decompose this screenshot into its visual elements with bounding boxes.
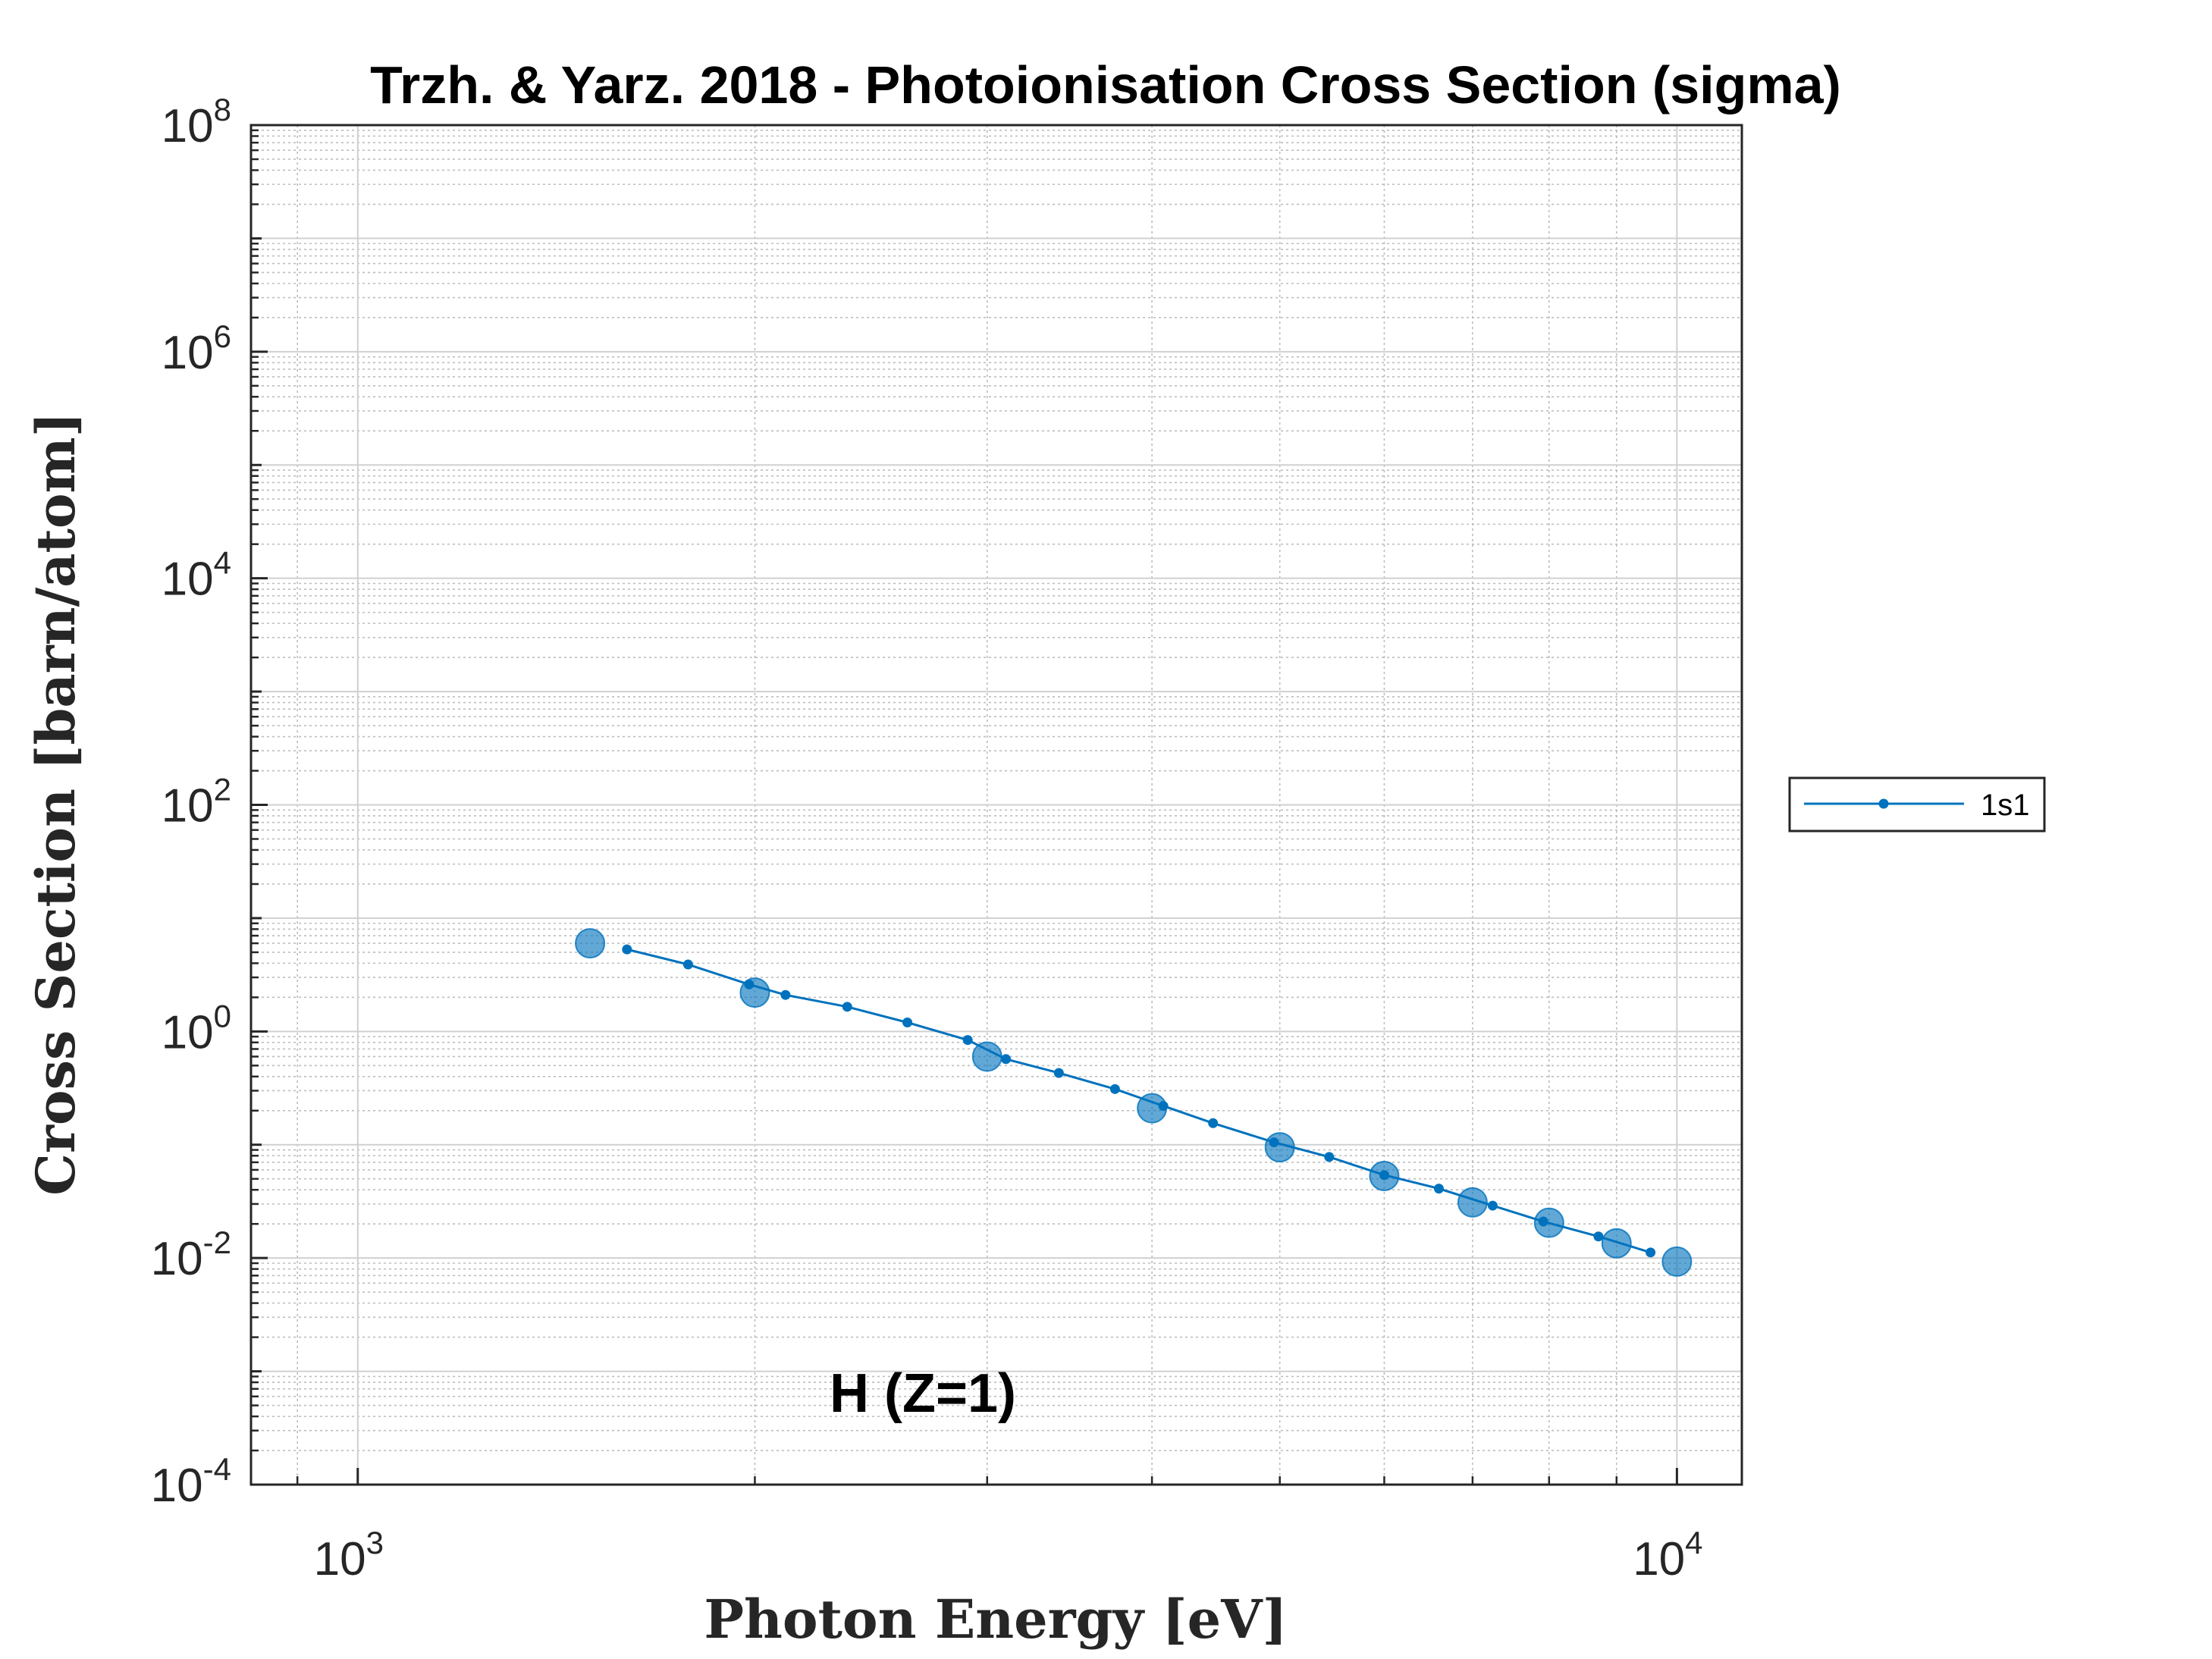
x-axis-label: Photon Energy [eV]: [704, 1588, 1287, 1651]
x-tick-labels: 103 104: [314, 1525, 1703, 1585]
series-1s1-point: [962, 1035, 973, 1046]
y-tick-label: 10-2: [151, 1225, 231, 1285]
series-1s1-point: [1109, 1084, 1120, 1094]
y-tick-label: 100: [162, 998, 231, 1058]
series-1s1-point: [1053, 1068, 1064, 1078]
y-tick-label: 102: [162, 772, 231, 833]
legend: 1s1: [1788, 776, 2046, 833]
series-1s1-point: [1487, 1200, 1498, 1211]
series-1s1-point: [1208, 1118, 1219, 1128]
y-tick-label: 10-4: [151, 1451, 231, 1512]
reference-marker: [1457, 1187, 1488, 1218]
series-1s1-point: [842, 1002, 852, 1012]
reference-marker: [1137, 1093, 1168, 1124]
chart-title: Trzh. & Yarz. 2018 - Photoionisation Cro…: [370, 55, 1841, 114]
series-1s1-point: [1433, 1184, 1444, 1194]
series-1s1-point: [682, 959, 693, 970]
legend-entry-label: 1s1: [1981, 789, 2030, 822]
series-1s1-point: [1324, 1152, 1335, 1162]
reference-marker: [1601, 1228, 1632, 1259]
series-1s1-point: [1593, 1231, 1604, 1242]
series-1s1-point: [1001, 1054, 1012, 1065]
reference-marker: [1661, 1246, 1693, 1277]
x-tick-label: 103: [314, 1525, 384, 1585]
series-1s1-point: [780, 989, 791, 1000]
reference-marker: [1264, 1132, 1295, 1163]
series-1s1-point: [1646, 1247, 1656, 1258]
reference-marker: [575, 928, 606, 959]
element-annotation: H (Z=1): [830, 1363, 1016, 1424]
series-1s1-point: [622, 944, 632, 955]
reference-marker: [739, 977, 770, 1008]
series-1s1-point: [902, 1018, 913, 1028]
y-tick-label: 108: [162, 92, 231, 152]
series-layer: [575, 928, 1693, 1277]
x-tick-label: 104: [1633, 1525, 1702, 1585]
y-tick-label: 104: [162, 545, 231, 606]
y-axis-label: Cross Section [barn/atom]: [24, 412, 87, 1195]
y-tick-label: 106: [162, 318, 231, 379]
legend-marker-sample: [1878, 798, 1889, 809]
reference-marker: [1369, 1160, 1400, 1191]
axis-ticks: [251, 124, 1678, 1486]
reference-marker: [971, 1041, 1002, 1072]
y-tick-labels: 10-4 10-2 100 102 104 106 108: [151, 92, 231, 1512]
reference-marker: [1533, 1207, 1564, 1238]
